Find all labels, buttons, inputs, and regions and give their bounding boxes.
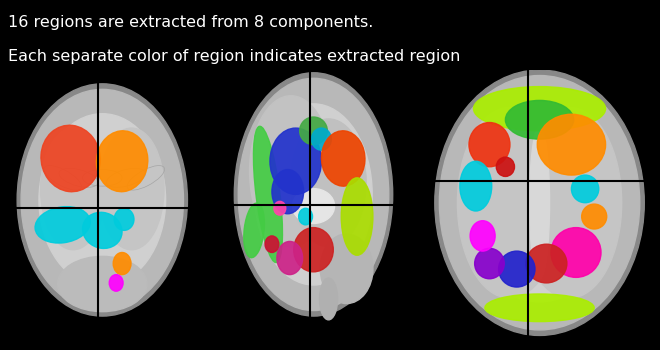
Text: R: R: [158, 81, 168, 95]
Ellipse shape: [114, 208, 134, 230]
Ellipse shape: [35, 206, 90, 243]
Ellipse shape: [253, 126, 282, 262]
Ellipse shape: [270, 128, 321, 195]
Ellipse shape: [440, 76, 640, 330]
Ellipse shape: [244, 203, 265, 258]
Ellipse shape: [291, 119, 366, 247]
Ellipse shape: [41, 125, 100, 192]
Ellipse shape: [272, 169, 304, 214]
Ellipse shape: [312, 128, 331, 150]
Ellipse shape: [537, 114, 606, 175]
Ellipse shape: [572, 175, 599, 203]
Text: R: R: [617, 81, 628, 95]
Text: y=4: y=4: [9, 326, 37, 338]
Text: Each separate color of region indicates extracted region: Each separate color of region indicates …: [8, 49, 460, 64]
Ellipse shape: [473, 86, 606, 131]
Ellipse shape: [496, 157, 515, 176]
Ellipse shape: [255, 104, 372, 285]
Ellipse shape: [320, 234, 373, 303]
Ellipse shape: [470, 221, 495, 251]
Ellipse shape: [274, 201, 286, 215]
Text: z=22: z=22: [432, 326, 468, 338]
Ellipse shape: [506, 100, 574, 139]
Ellipse shape: [39, 114, 166, 286]
Ellipse shape: [41, 128, 106, 250]
Ellipse shape: [57, 256, 147, 312]
Text: x=0: x=0: [220, 326, 248, 338]
Ellipse shape: [96, 131, 148, 192]
Text: L: L: [432, 81, 442, 95]
Ellipse shape: [99, 128, 164, 250]
Ellipse shape: [114, 252, 131, 275]
Ellipse shape: [529, 126, 550, 279]
Ellipse shape: [294, 228, 333, 272]
Ellipse shape: [21, 89, 183, 310]
Ellipse shape: [319, 278, 337, 320]
Ellipse shape: [277, 241, 302, 275]
Ellipse shape: [551, 228, 601, 277]
Ellipse shape: [469, 122, 510, 167]
Ellipse shape: [517, 107, 622, 298]
Ellipse shape: [475, 248, 504, 279]
Ellipse shape: [321, 131, 365, 186]
Ellipse shape: [498, 251, 535, 287]
Ellipse shape: [249, 96, 332, 247]
Ellipse shape: [435, 70, 644, 335]
Ellipse shape: [341, 178, 373, 255]
Ellipse shape: [17, 84, 187, 316]
Text: 16 regions are extracted from 8 components.: 16 regions are extracted from 8 componen…: [8, 15, 374, 30]
Ellipse shape: [526, 244, 567, 283]
Text: L: L: [9, 81, 18, 95]
Ellipse shape: [460, 161, 492, 211]
Ellipse shape: [265, 236, 279, 252]
Ellipse shape: [581, 204, 607, 229]
Ellipse shape: [234, 73, 393, 316]
Ellipse shape: [238, 78, 389, 310]
Ellipse shape: [292, 189, 335, 223]
Ellipse shape: [109, 275, 123, 291]
Ellipse shape: [457, 107, 562, 298]
Ellipse shape: [300, 117, 327, 145]
Ellipse shape: [485, 294, 594, 322]
Ellipse shape: [461, 104, 618, 302]
Ellipse shape: [82, 212, 122, 248]
Ellipse shape: [298, 208, 313, 225]
